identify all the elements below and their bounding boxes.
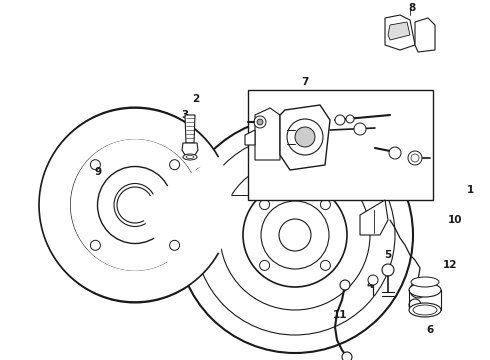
- Polygon shape: [385, 15, 415, 50]
- Circle shape: [117, 187, 153, 223]
- Ellipse shape: [114, 184, 156, 226]
- Ellipse shape: [411, 277, 439, 287]
- Circle shape: [410, 282, 426, 298]
- Polygon shape: [388, 22, 410, 40]
- Circle shape: [261, 201, 329, 269]
- Text: 5: 5: [384, 250, 392, 260]
- Text: 11: 11: [333, 310, 347, 320]
- Text: 6: 6: [426, 325, 434, 335]
- Circle shape: [320, 260, 330, 270]
- Text: 10: 10: [448, 215, 462, 225]
- Text: 7: 7: [301, 77, 309, 87]
- Circle shape: [287, 119, 323, 155]
- Circle shape: [90, 160, 100, 170]
- Circle shape: [260, 199, 270, 210]
- Circle shape: [414, 286, 422, 294]
- Circle shape: [409, 299, 421, 311]
- Circle shape: [220, 160, 370, 310]
- Circle shape: [346, 115, 354, 123]
- Ellipse shape: [413, 305, 437, 315]
- Circle shape: [257, 119, 263, 125]
- Text: 3: 3: [181, 110, 189, 120]
- Text: 8: 8: [408, 3, 416, 13]
- Circle shape: [260, 260, 270, 270]
- Circle shape: [368, 275, 378, 285]
- Circle shape: [254, 116, 266, 128]
- Polygon shape: [245, 130, 255, 145]
- Circle shape: [177, 117, 413, 353]
- Circle shape: [170, 160, 180, 170]
- Circle shape: [170, 240, 180, 250]
- Polygon shape: [185, 115, 195, 143]
- Text: 9: 9: [95, 167, 101, 177]
- Ellipse shape: [40, 108, 230, 302]
- Circle shape: [90, 240, 100, 250]
- Circle shape: [320, 199, 330, 210]
- Text: 12: 12: [443, 260, 457, 270]
- Circle shape: [195, 135, 395, 335]
- Circle shape: [382, 264, 394, 276]
- Circle shape: [335, 115, 345, 125]
- Circle shape: [279, 219, 311, 251]
- Polygon shape: [182, 143, 198, 155]
- Wedge shape: [135, 157, 232, 289]
- Polygon shape: [415, 18, 435, 52]
- Ellipse shape: [186, 156, 194, 158]
- Bar: [248, 90, 433, 200]
- Circle shape: [389, 147, 401, 159]
- Text: 1: 1: [466, 185, 474, 195]
- Text: 4: 4: [367, 280, 374, 290]
- Ellipse shape: [183, 154, 197, 160]
- Polygon shape: [280, 105, 330, 170]
- Circle shape: [342, 352, 352, 360]
- Ellipse shape: [409, 283, 441, 297]
- Polygon shape: [39, 108, 218, 302]
- Ellipse shape: [98, 166, 172, 243]
- Circle shape: [411, 154, 419, 162]
- Circle shape: [295, 127, 315, 147]
- Polygon shape: [360, 200, 388, 235]
- Ellipse shape: [70, 139, 200, 271]
- Circle shape: [340, 280, 350, 290]
- Circle shape: [243, 183, 347, 287]
- Text: 2: 2: [193, 94, 199, 104]
- Circle shape: [354, 123, 366, 135]
- Circle shape: [408, 151, 422, 165]
- Ellipse shape: [409, 303, 441, 317]
- Polygon shape: [255, 108, 280, 160]
